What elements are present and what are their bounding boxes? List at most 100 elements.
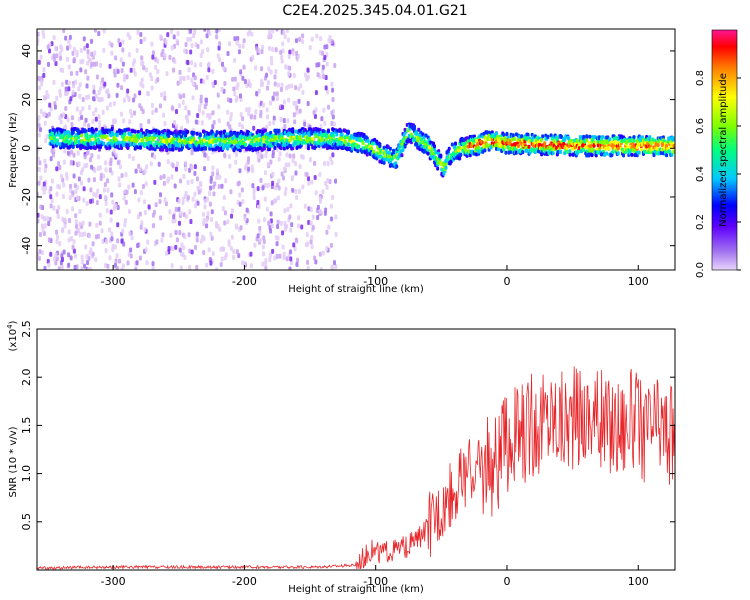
heatmap-cell — [292, 112, 296, 118]
heatmap-cell — [261, 244, 265, 250]
heatmap-cell — [243, 216, 247, 222]
heatmap-cell — [568, 152, 572, 157]
heatmap-cell — [122, 97, 126, 103]
heatmap-cell — [243, 142, 247, 147]
heatmap-cell — [201, 48, 205, 54]
heatmap-cell — [244, 162, 248, 168]
heatmap-cell — [331, 114, 335, 120]
heatmap-cell — [116, 160, 120, 166]
heatmap-cell — [186, 118, 190, 124]
heatmap-cell — [139, 224, 143, 230]
heatmap-cell — [311, 225, 315, 231]
heatmap-cell — [101, 109, 105, 115]
heatmap-cell — [266, 80, 270, 86]
heatmap-cell — [46, 216, 50, 222]
heatmap-cell — [133, 93, 137, 99]
heatmap-cell — [205, 223, 209, 229]
heatmap-cell — [163, 121, 167, 127]
heatmap-cell — [268, 252, 272, 258]
heatmap-cell — [113, 118, 117, 124]
heatmap-cell — [321, 50, 325, 56]
heatmap-cell — [268, 120, 272, 126]
heatmap-cell — [151, 109, 155, 115]
y-tick-label: 0.5 — [20, 513, 33, 531]
heatmap-cell — [148, 133, 152, 138]
heatmap-cell — [188, 248, 192, 254]
heatmap-cell — [71, 90, 75, 96]
heatmap-cell — [120, 85, 124, 91]
heatmap-cell — [258, 237, 262, 243]
heatmap-cell — [305, 76, 309, 82]
heatmap-cell — [135, 47, 139, 53]
heatmap-cell — [444, 165, 448, 170]
heatmap-cell — [67, 64, 71, 70]
heatmap-cell — [106, 137, 110, 142]
heatmap-cell — [77, 228, 81, 234]
heatmap-cell — [272, 120, 276, 126]
heatmap-cell — [436, 166, 440, 171]
heatmap-cell — [672, 144, 675, 149]
heatmap-cell — [115, 253, 119, 259]
heatmap-cell — [186, 60, 190, 66]
heatmap-cell — [63, 223, 67, 229]
heatmap-cell — [285, 152, 289, 158]
heatmap-cell — [120, 172, 124, 178]
heatmap-cell — [70, 149, 74, 155]
heatmap-cell — [274, 68, 278, 74]
heatmap-cell — [264, 182, 268, 188]
heatmap-cell — [42, 189, 46, 195]
heatmap-cell — [427, 145, 431, 150]
heatmap-cell — [237, 253, 241, 259]
snr-y-label: SNR (10 * v/v) — [8, 426, 19, 497]
heatmap-cell — [124, 172, 128, 178]
heatmap-cell — [197, 189, 201, 195]
y-tick-label: 20 — [20, 93, 33, 107]
heatmap-cell — [72, 152, 76, 158]
heatmap-cell — [235, 95, 239, 101]
heatmap-cell — [294, 38, 298, 44]
heatmap-cell — [287, 37, 291, 43]
spectrogram-x-ticks: -300 -200 -100 0 100 — [101, 265, 649, 288]
heatmap-cell — [108, 63, 112, 69]
heatmap-cell — [91, 241, 95, 247]
heatmap-cell — [163, 91, 167, 97]
heatmap-cell — [95, 222, 99, 228]
y-tick-label: 2.0 — [20, 368, 33, 386]
heatmap-cell — [42, 231, 46, 237]
heatmap-cell — [483, 148, 487, 153]
heatmap-cell — [88, 221, 92, 227]
heatmap-cell — [175, 161, 179, 167]
heatmap-cell — [238, 201, 242, 207]
heatmap-cell — [143, 209, 147, 215]
heatmap-cell — [327, 104, 331, 110]
heatmap-cell — [324, 85, 328, 91]
heatmap-cell — [306, 259, 310, 265]
heatmap-cell — [75, 106, 79, 112]
heatmap-cell — [269, 55, 273, 61]
heatmap-cell — [300, 39, 304, 45]
heatmap-cell — [207, 247, 211, 253]
heatmap-cell — [323, 54, 327, 60]
heatmap-cell — [87, 123, 91, 129]
heatmap-cell — [63, 217, 67, 223]
heatmap-cell — [94, 127, 98, 132]
heatmap-cell — [229, 189, 233, 195]
colorbar-tick-label: 0.0 — [695, 262, 706, 278]
heatmap-cell — [89, 187, 93, 193]
heatmap-cell — [129, 253, 133, 259]
heatmap-cell — [307, 219, 311, 225]
heatmap-cell — [468, 153, 472, 158]
heatmap-cell — [316, 215, 320, 221]
heatmap-cell — [590, 153, 594, 158]
heatmap-cell — [306, 146, 310, 151]
heatmap-cell — [113, 68, 117, 74]
heatmap-cell — [138, 90, 142, 96]
heatmap-cell — [143, 36, 147, 42]
heatmap-cell — [300, 224, 304, 230]
heatmap-cell — [219, 130, 223, 135]
heatmap-cell — [114, 152, 118, 158]
colorbar-label: Normalized spectral amplitude — [718, 73, 729, 227]
heatmap-cell — [145, 260, 149, 266]
heatmap-cell — [267, 220, 271, 226]
heatmap-cell — [89, 198, 93, 204]
